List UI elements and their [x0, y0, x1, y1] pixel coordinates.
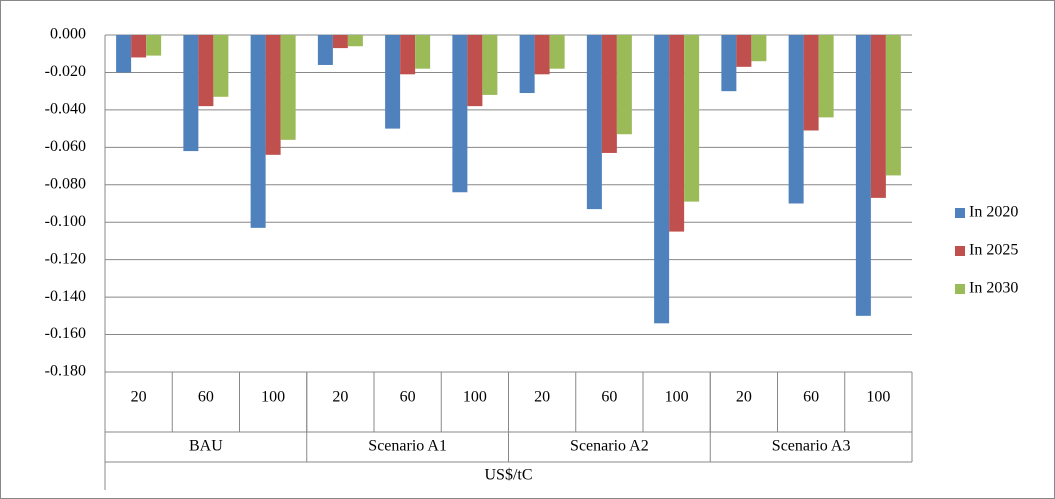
x-tick-label: 100	[463, 389, 487, 406]
x-tick-label: 60	[601, 389, 617, 406]
bar	[467, 35, 483, 107]
bar	[788, 35, 804, 204]
legend-swatch	[955, 208, 965, 218]
bar	[146, 35, 162, 56]
group-label: BAU	[189, 438, 223, 455]
bar	[818, 35, 834, 118]
legend-label: In 2020	[969, 204, 1018, 221]
bar	[265, 35, 281, 155]
bar	[519, 35, 535, 94]
bar	[549, 35, 565, 69]
x-tick-label: 60	[803, 389, 819, 406]
bar	[736, 35, 752, 67]
bar	[332, 35, 348, 49]
y-tick-label: -0.160	[45, 325, 86, 342]
y-tick-label: -0.020	[45, 63, 86, 80]
x-tick-label: 60	[400, 389, 416, 406]
bar	[213, 35, 229, 97]
bar	[721, 35, 737, 92]
x-tick-label: 20	[332, 389, 348, 406]
x-tick-label: 100	[261, 389, 285, 406]
group-label: Scenario A3	[772, 438, 851, 455]
x-tick-label: 20	[736, 389, 752, 406]
y-tick-label: 0.000	[50, 26, 86, 43]
bar	[385, 35, 401, 129]
group-label: Scenario A1	[368, 438, 447, 455]
bar	[803, 35, 819, 131]
y-tick-label: -0.080	[45, 175, 86, 192]
y-tick-label: -0.180	[45, 363, 86, 380]
bar	[534, 35, 550, 75]
bar	[684, 35, 700, 202]
legend-label: In 2025	[969, 242, 1018, 259]
bar	[317, 35, 333, 65]
bar	[198, 35, 214, 107]
group-label: Scenario A2	[570, 438, 649, 455]
bar	[400, 35, 416, 75]
x-tick-label: 20	[131, 389, 147, 406]
legend-swatch	[955, 284, 965, 294]
bar	[452, 35, 468, 193]
bar	[415, 35, 431, 69]
y-tick-label: -0.040	[45, 101, 86, 118]
bar	[131, 35, 147, 58]
legend-swatch	[955, 246, 965, 256]
y-tick-label: -0.060	[45, 138, 86, 155]
bar	[586, 35, 602, 210]
y-tick-label: -0.140	[45, 288, 86, 305]
bar	[280, 35, 296, 140]
y-tick-label: -0.100	[45, 213, 86, 230]
bar	[601, 35, 617, 153]
x-tick-label: 100	[665, 389, 689, 406]
bar	[482, 35, 498, 95]
x-axis-title: US$/tC	[484, 467, 532, 484]
bar	[870, 35, 886, 198]
bar	[250, 35, 266, 228]
bar	[116, 35, 132, 73]
bar	[885, 35, 901, 176]
bar	[654, 35, 670, 324]
x-tick-label: 60	[198, 389, 214, 406]
bar	[183, 35, 199, 152]
y-tick-label: -0.120	[45, 250, 86, 267]
bar	[669, 35, 685, 232]
bar	[751, 35, 767, 62]
legend-label: In 2030	[969, 280, 1018, 297]
x-tick-label: 20	[534, 389, 550, 406]
bar	[616, 35, 632, 135]
x-tick-label: 100	[866, 389, 890, 406]
bar	[347, 35, 363, 47]
bar	[855, 35, 871, 316]
